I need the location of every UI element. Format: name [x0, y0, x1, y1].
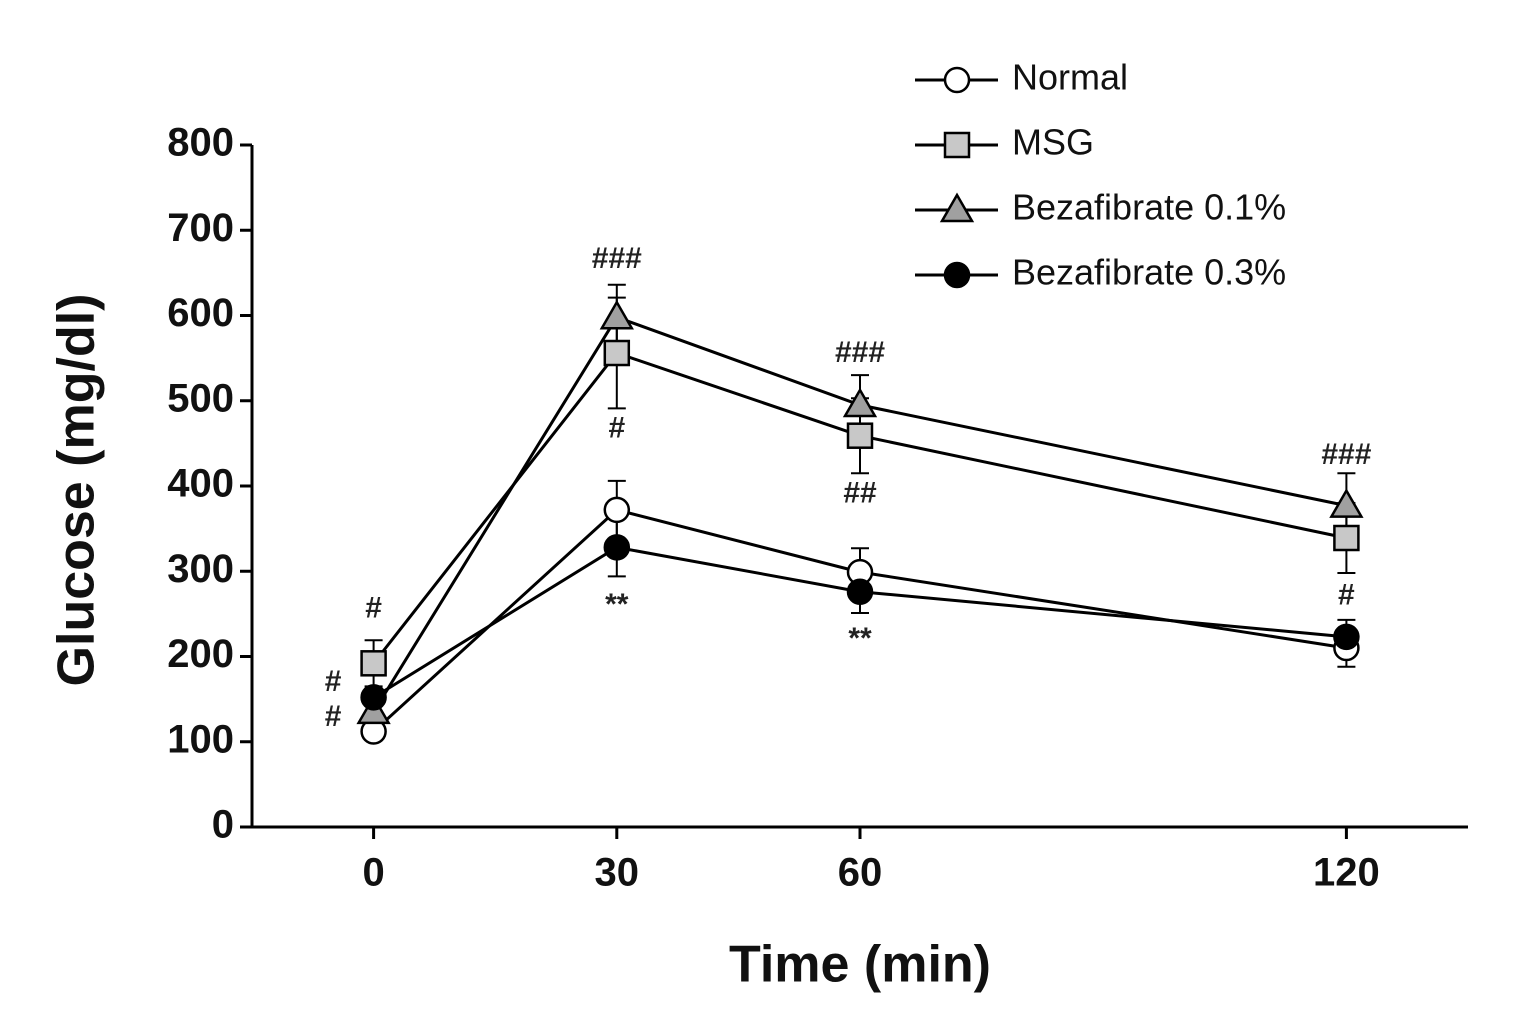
x-tick-label: 120 [1313, 851, 1380, 895]
annotation: ** [848, 622, 872, 655]
annotation: ### [835, 336, 885, 369]
legend-marker [943, 261, 971, 289]
legend-label: MSG [1012, 122, 1094, 163]
annotation: # [1338, 579, 1355, 612]
x-tick-label: 60 [838, 851, 883, 895]
y-tick-label: 500 [167, 376, 234, 420]
annotation: ** [605, 588, 629, 621]
data-point [1329, 488, 1364, 518]
data-point [603, 534, 631, 561]
annotation: ### [592, 242, 642, 275]
y-tick-label: 400 [167, 462, 234, 506]
legend-label: Bezafibrate 0.3% [1012, 252, 1286, 293]
y-tick-label: 200 [167, 632, 234, 676]
x-axis-title: Time (min) [729, 936, 991, 994]
x-tick-label: 0 [362, 851, 384, 895]
legend-marker [939, 192, 975, 223]
data-point [846, 422, 874, 449]
legend-marker [943, 66, 971, 94]
y-tick-label: 300 [167, 547, 234, 591]
data-point [1333, 623, 1360, 651]
y-tick-label: 600 [167, 291, 234, 335]
data-point [846, 578, 874, 605]
annotation: # [608, 412, 625, 445]
y-tick-label: 800 [167, 121, 234, 165]
annotation: ### [1321, 438, 1371, 471]
data-point [599, 299, 634, 330]
series-line [372, 508, 1347, 733]
y-tick-label: 100 [167, 717, 234, 761]
y-tick-label: 0 [212, 803, 234, 847]
series-line [372, 315, 1347, 713]
annotation: # [325, 665, 342, 698]
legend-label: Bezafibrate 0.1% [1012, 187, 1286, 228]
series-line [372, 351, 1347, 665]
data-point [842, 387, 878, 418]
legend-label: Normal [1012, 57, 1128, 98]
annotation: # [325, 700, 342, 733]
y-axis-title: Glucose (mg/dl) [48, 294, 106, 687]
x-tick-label: 30 [595, 851, 640, 895]
annotation: # [365, 592, 382, 625]
data-point [360, 650, 387, 677]
data-point [1333, 524, 1360, 552]
series-line [372, 545, 1347, 699]
data-point [603, 496, 631, 524]
data-point [603, 339, 631, 367]
data-point [360, 684, 387, 711]
legend-marker [943, 131, 971, 159]
annotation: ## [843, 476, 877, 509]
y-tick-label: 700 [167, 206, 234, 250]
